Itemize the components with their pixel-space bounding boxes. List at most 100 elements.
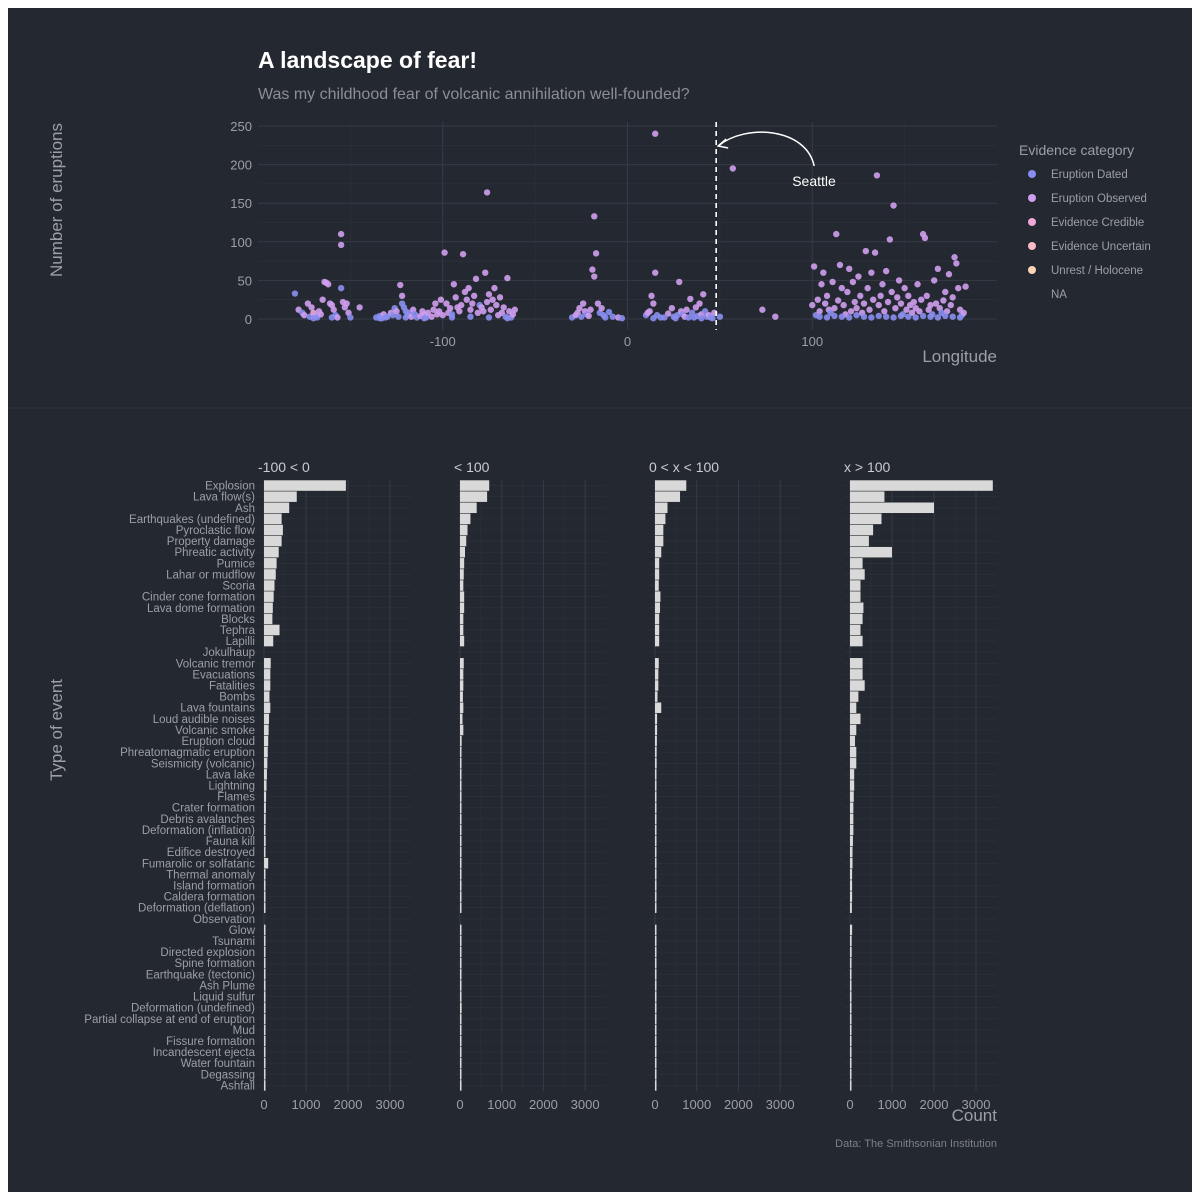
scatter-point <box>816 308 823 315</box>
scatter-point <box>910 298 918 306</box>
scatter-point <box>810 263 818 270</box>
scatter-x-tick-label: -100 <box>430 334 456 349</box>
bar <box>655 858 657 869</box>
bar-x-tick-label: 1000 <box>682 1097 711 1112</box>
bar <box>655 524 664 536</box>
bar <box>264 1057 266 1069</box>
bar <box>850 935 852 947</box>
scatter-point <box>759 306 766 313</box>
bar <box>655 491 681 502</box>
scatter-point <box>487 306 494 313</box>
bar <box>850 824 854 836</box>
scatter-point <box>860 313 868 320</box>
scatter-point <box>844 288 851 296</box>
scatter-point <box>668 304 676 312</box>
bar-category-label: Lava flow(s) <box>193 492 255 504</box>
bar <box>264 935 266 947</box>
scatter-point <box>864 284 871 292</box>
scatter-tick-labels: 0 50 100 150 200 250 -100 0 100 <box>230 119 823 349</box>
bar-category-label: Fatalities <box>209 681 255 693</box>
bar-category-label: Lahar or mudflow <box>166 569 256 581</box>
bar <box>850 880 853 891</box>
scatter-point <box>857 292 864 300</box>
bar-category-label: Lightning <box>208 781 255 793</box>
bar <box>264 524 283 536</box>
scatter-point <box>448 314 456 321</box>
scatter-point <box>870 296 877 303</box>
bar-category-label: Ash <box>235 503 255 515</box>
scatter-point <box>709 315 716 322</box>
seattle-arrowhead <box>716 138 729 149</box>
legend-swatch <box>1028 170 1036 178</box>
bar <box>460 1013 462 1025</box>
bar <box>655 758 657 769</box>
bar-category-label: Jokulhaup <box>203 647 255 659</box>
bar <box>264 724 269 736</box>
scatter-point <box>834 297 842 304</box>
bar <box>655 835 657 847</box>
bar <box>850 558 863 569</box>
bar <box>264 1046 266 1058</box>
scatter-point <box>676 278 683 286</box>
bar <box>850 1002 852 1013</box>
facet-label: < 100 <box>454 459 490 475</box>
scatter-point <box>337 230 345 238</box>
bar-category-label: Flames <box>217 792 255 804</box>
bar-category-label: Caldera formation <box>164 892 255 904</box>
bar <box>655 846 657 858</box>
bar-category-label: Island formation <box>173 880 255 892</box>
scatter-point <box>829 278 836 286</box>
scatter-point <box>849 278 857 286</box>
scatter-point <box>875 301 882 309</box>
scatter-point <box>955 284 962 292</box>
scatter-point <box>700 291 707 298</box>
facet-panel: x > 100 0 1000 2000 3000 <box>844 459 997 1112</box>
bar <box>460 591 465 602</box>
scatter-point <box>894 294 901 301</box>
scatter-point <box>847 308 855 315</box>
bar <box>850 924 853 936</box>
scatter-point <box>772 313 779 320</box>
scatter-point <box>482 269 489 276</box>
bar <box>264 602 273 614</box>
bar-x-tick-label: 0 <box>260 1097 267 1112</box>
scatter-point <box>591 213 598 220</box>
scatter-point <box>325 281 332 288</box>
bar <box>655 569 660 580</box>
bar <box>264 1080 266 1091</box>
bar <box>460 980 462 991</box>
scatter-point <box>892 304 899 312</box>
scatter-point <box>871 249 879 256</box>
bar <box>850 713 861 725</box>
bar <box>655 1002 657 1013</box>
bar <box>264 491 297 502</box>
bar <box>655 591 661 602</box>
legend: Eruption Dated Eruption Observed Evidence … <box>1028 169 1151 301</box>
bar <box>850 602 864 614</box>
bar <box>655 813 657 825</box>
bar <box>655 580 659 591</box>
bar <box>264 858 269 869</box>
bar <box>460 680 464 691</box>
scatter-point <box>685 314 692 321</box>
scatter-point <box>310 315 317 322</box>
bar <box>264 513 282 525</box>
scatter-point <box>916 308 923 315</box>
bar <box>264 746 268 758</box>
bar <box>264 735 269 747</box>
caption: Data: The Smithsonian Institution <box>835 1138 997 1150</box>
scatter-point <box>831 312 838 320</box>
scatter-point <box>459 250 467 258</box>
bar <box>460 1035 462 1047</box>
scatter-point <box>901 284 908 292</box>
scatter-point <box>587 306 594 313</box>
bar-x-tick-label: 2000 <box>920 1097 949 1112</box>
bar <box>460 791 462 802</box>
bar-category-label: Edifice destroyed <box>167 847 255 859</box>
scatter-point <box>496 294 504 301</box>
bar <box>655 658 659 669</box>
bar-category-label: Property damage <box>167 536 255 548</box>
scatter-point <box>591 273 598 280</box>
scatter-point <box>823 314 831 321</box>
bar <box>264 758 268 769</box>
